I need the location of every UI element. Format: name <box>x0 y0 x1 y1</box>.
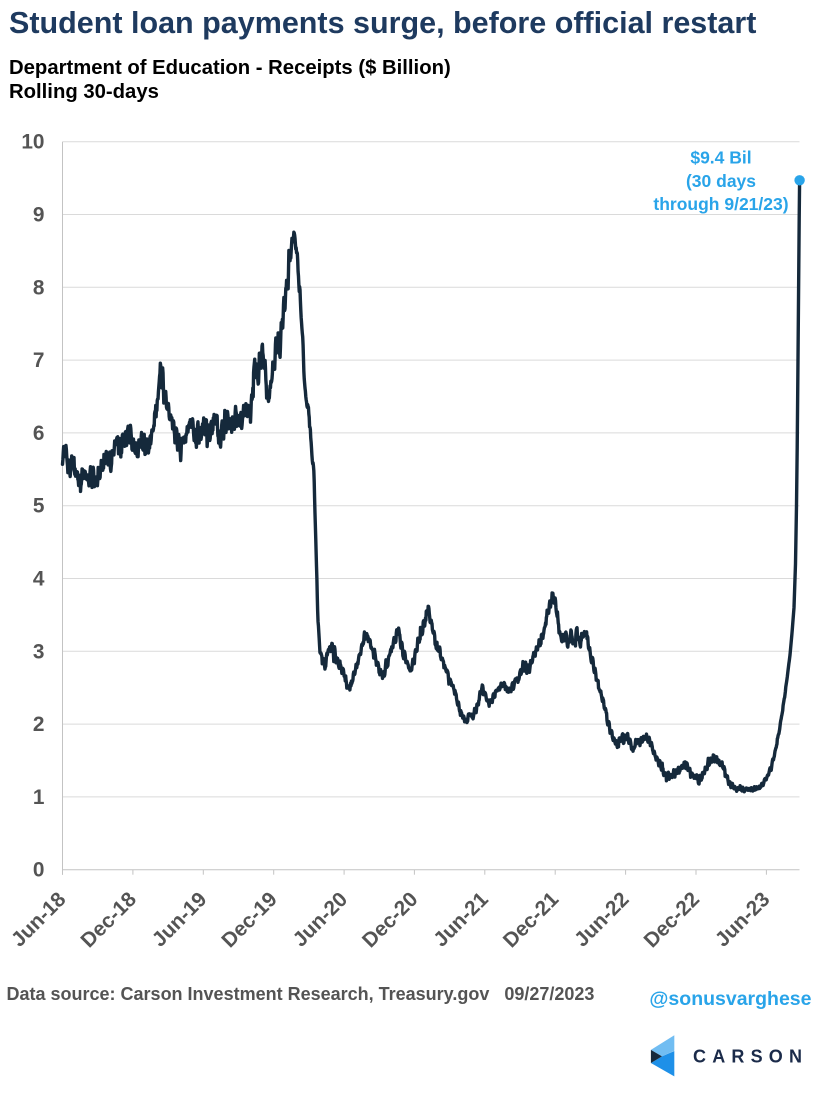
svg-text:(30 days: (30 days <box>686 171 756 191</box>
svg-text:$9.4 Bil: $9.4 Bil <box>690 148 751 168</box>
svg-text:4: 4 <box>33 568 45 591</box>
svg-text:Jun-19: Jun-19 <box>148 888 212 952</box>
svg-text:Dec-20: Dec-20 <box>358 888 423 953</box>
svg-text:10: 10 <box>21 131 44 154</box>
svg-text:Jun-21: Jun-21 <box>429 888 493 952</box>
svg-text:Dec-21: Dec-21 <box>499 888 564 953</box>
svg-text:7: 7 <box>33 349 45 372</box>
svg-text:Jun-23: Jun-23 <box>711 888 775 952</box>
svg-text:3: 3 <box>33 640 45 663</box>
svg-text:Jun-20: Jun-20 <box>288 888 352 952</box>
svg-text:5: 5 <box>33 495 45 518</box>
svg-text:Dec-22: Dec-22 <box>640 888 705 953</box>
svg-text:Dec-19: Dec-19 <box>217 888 282 953</box>
svg-text:through 9/21/23): through 9/21/23) <box>653 194 788 214</box>
svg-text:0: 0 <box>33 859 45 882</box>
svg-text:Dec-18: Dec-18 <box>76 888 141 953</box>
svg-text:9: 9 <box>33 204 45 227</box>
svg-text:Jun-18: Jun-18 <box>7 888 71 952</box>
svg-text:8: 8 <box>33 276 45 299</box>
svg-text:2: 2 <box>33 713 45 736</box>
svg-text:1: 1 <box>33 786 45 809</box>
svg-text:CARSON: CARSON <box>693 1047 808 1067</box>
svg-text:Jun-22: Jun-22 <box>570 888 634 952</box>
svg-text:6: 6 <box>33 422 45 445</box>
